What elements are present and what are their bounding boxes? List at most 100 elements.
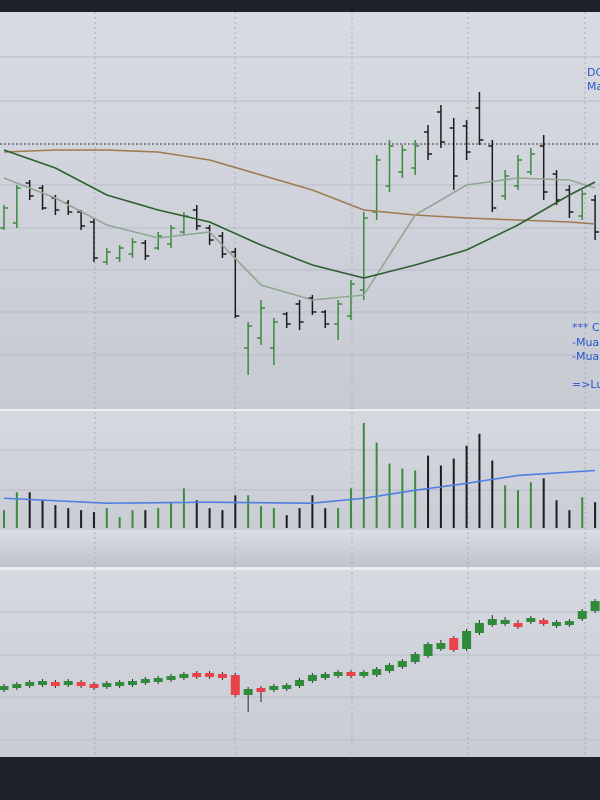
candle-body [577, 611, 587, 619]
candle-body [449, 638, 459, 650]
price-panel [0, 12, 600, 409]
annotation: =>Lu [572, 378, 600, 391]
candle-body [552, 622, 562, 626]
candle-body [333, 672, 343, 676]
candle-body [423, 644, 433, 656]
bottom-bar [0, 757, 600, 800]
moving-average [3, 149, 596, 225]
moving-average [3, 469, 596, 505]
candle-body [564, 621, 574, 625]
candle-body [230, 675, 240, 695]
volume-bar [15, 492, 18, 528]
candle-body [410, 654, 420, 662]
separator [0, 409, 600, 411]
volume-bar [311, 495, 314, 528]
annotation: -Mua [572, 350, 599, 363]
candle-body [320, 674, 330, 678]
volume-bar [491, 460, 494, 528]
candle-body [76, 682, 86, 686]
candle-body [63, 681, 73, 685]
volume-bar [285, 515, 288, 528]
volume-bar [105, 508, 108, 528]
volume-bar [144, 510, 147, 528]
candle-panel [0, 570, 600, 757]
candle-body [166, 676, 176, 680]
volume-bar [362, 422, 365, 528]
candle-body [372, 669, 382, 675]
volume-bar [414, 470, 417, 528]
volume-bar [41, 500, 44, 528]
volume-bar [529, 482, 532, 528]
volume-band [0, 530, 600, 567]
volume-bar [221, 510, 224, 528]
candle-body [539, 620, 549, 624]
volume-bar [118, 517, 121, 528]
candle-body [307, 675, 317, 681]
candle-body [474, 623, 484, 633]
candle-body [140, 679, 150, 683]
volume-bar [208, 508, 211, 528]
volume-bar [80, 510, 83, 528]
candle-body [205, 673, 215, 677]
candle-body [487, 619, 497, 625]
volume-bar [54, 505, 57, 528]
candle-body [526, 618, 536, 622]
candle-body [192, 673, 202, 677]
volume-bar [452, 458, 455, 528]
volume-bar [234, 495, 237, 528]
volume-bar [555, 500, 558, 528]
volume-bar [28, 492, 31, 528]
top-bar [0, 0, 600, 12]
volume-bar [170, 502, 173, 528]
moving-average [3, 149, 596, 279]
candle-body [590, 601, 600, 611]
annotation: *** C [572, 321, 600, 334]
candle-body [500, 620, 510, 624]
volume-bar [260, 506, 262, 528]
candle-body [282, 685, 292, 689]
volume-bar [337, 508, 340, 528]
volume-bar [401, 468, 404, 528]
candle-body [256, 688, 266, 692]
volume-bar [349, 488, 352, 528]
annotation: -Mua [572, 336, 599, 349]
candle-body [295, 680, 305, 686]
volume-bar [594, 502, 597, 528]
candle-body [128, 681, 137, 685]
candle-body [513, 623, 523, 627]
grid [0, 12, 600, 757]
volume-bar [324, 508, 327, 528]
candle-body [12, 684, 22, 688]
candle-body [115, 682, 125, 686]
candle-body [243, 689, 253, 695]
volume-bar [67, 508, 70, 528]
volume-bar [568, 510, 571, 528]
separator [0, 567, 600, 570]
candle-body [359, 672, 369, 676]
candle-body [217, 674, 227, 678]
candle-body [25, 682, 35, 686]
volume-bar [581, 497, 584, 528]
volume-bar [465, 445, 468, 528]
candle-body [38, 681, 48, 685]
volume-bar [131, 510, 134, 528]
volume-bar [272, 508, 275, 528]
volume-bar [3, 510, 5, 528]
volume-bar [92, 512, 95, 528]
candle-body [0, 686, 9, 690]
candle-body [436, 643, 446, 649]
annotation: DC [587, 66, 600, 79]
candle-body [179, 674, 189, 678]
annotation: Ma [587, 80, 600, 93]
candle-body [50, 682, 60, 686]
volume-bar [517, 490, 519, 528]
volume-bar [375, 442, 378, 528]
volume-bar [388, 463, 391, 528]
candle-body [346, 672, 356, 676]
candle-body [269, 686, 279, 690]
volume-bar [504, 485, 507, 528]
volume-bar [298, 508, 301, 528]
candle-body [385, 665, 394, 671]
candle-body [102, 683, 112, 687]
